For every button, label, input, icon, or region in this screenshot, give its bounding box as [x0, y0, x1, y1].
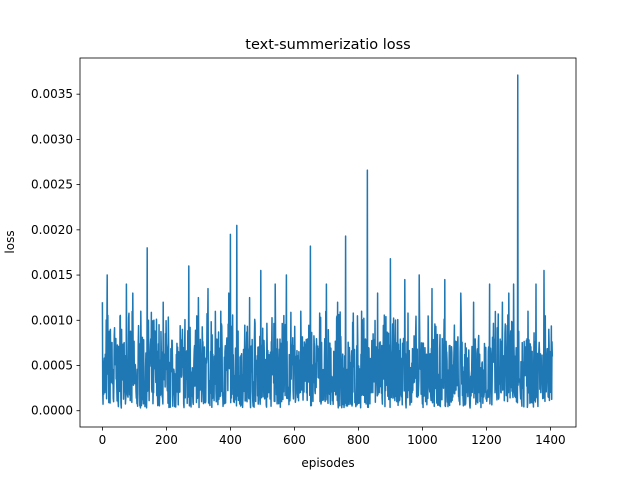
x-tick-label: 0	[99, 433, 107, 447]
y-tick-label: 0.0000	[31, 404, 73, 418]
x-tick-label: 400	[219, 433, 242, 447]
y-tick-label: 0.0035	[31, 87, 73, 101]
x-axis-title: episodes	[301, 456, 354, 470]
y-tick-label: 0.0010	[31, 313, 73, 327]
plot-layer	[101, 74, 554, 409]
x-tick-label: 800	[347, 433, 370, 447]
x-tick-label: 200	[155, 433, 178, 447]
plot-frame	[79, 57, 577, 428]
x-tick-label: 1000	[407, 433, 438, 447]
series-line-loss	[101, 74, 554, 409]
x-tick-label: 600	[283, 433, 306, 447]
y-axis-title: loss	[3, 230, 17, 253]
chart-title: text-summerizatio loss	[245, 37, 410, 53]
x-tick-label: 1200	[471, 433, 502, 447]
y-tick-label: 0.0015	[31, 268, 73, 282]
y-tick-label: 0.0025	[31, 178, 73, 192]
y-axis: 0.0000 0.0005 0.0010 0.0015 0.0020 0.0025 0.00…	[31, 87, 80, 418]
y-tick-label: 0.0020	[31, 223, 73, 237]
y-tick-label: 0.0030	[31, 132, 73, 146]
x-axis: 0 200 400 600 800 1000 1200 1400	[99, 427, 566, 447]
x-tick-label: 1400	[535, 433, 566, 447]
y-tick-label: 0.0005	[31, 359, 73, 373]
